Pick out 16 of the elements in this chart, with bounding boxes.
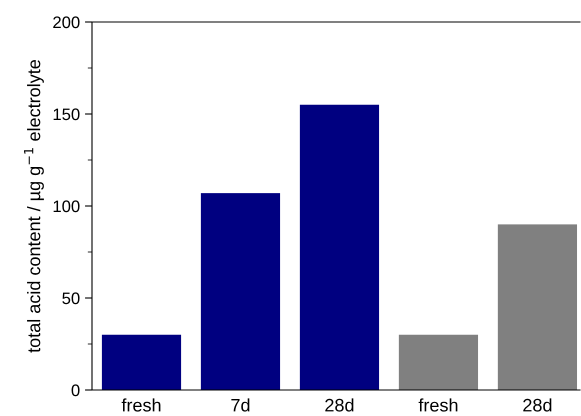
y-tick-label: 200: [53, 16, 80, 28]
x-tick-label: 7d: [231, 398, 250, 412]
bar: [498, 224, 578, 390]
x-tick-label: fresh: [122, 398, 160, 412]
bar: [200, 193, 280, 390]
x-tick-label: 28d: [325, 398, 354, 412]
bar: [398, 334, 478, 390]
y-tick-label: 150: [54, 108, 80, 120]
x-tick-label: fresh: [418, 398, 458, 412]
y-axis-title: total acid content / µg g$^{−1}$ electrolyte: [24, 60, 44, 353]
y-tick-label: 50: [62, 292, 80, 304]
y-tick-label: 0: [72, 384, 80, 396]
bar: [300, 104, 380, 390]
x-tick-label: 28d: [523, 398, 552, 412]
bar: [102, 334, 182, 390]
y-tick-label: 100: [54, 200, 80, 212]
